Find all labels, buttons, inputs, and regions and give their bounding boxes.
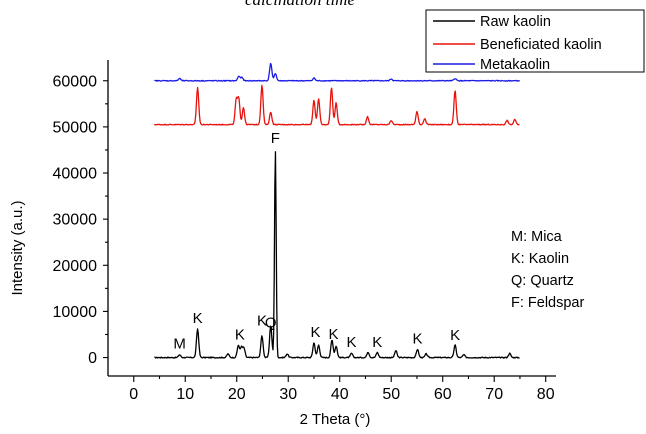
- series-trace-raw-kaolin: [154, 151, 520, 359]
- peak-label-k: K: [235, 327, 245, 344]
- phase-key: M: Mica K: Kaolin Q: Quartz F: Feldspar: [511, 229, 584, 311]
- y-tick-label: 60000: [53, 73, 98, 90]
- peak-label-k: K: [193, 310, 203, 327]
- key-kaolin: K: Kaolin: [511, 251, 569, 267]
- peak-label-q: Q: [265, 315, 277, 332]
- x-tick-label: 0: [129, 386, 138, 403]
- peak-label-k: K: [311, 324, 321, 341]
- legend-label-beneficiated-kaolin: Beneficiated kaolin: [480, 37, 602, 53]
- x-tick-label: 20: [228, 386, 246, 403]
- peak-label-m: M: [173, 335, 186, 352]
- x-tick-label: 30: [279, 386, 297, 403]
- y-axis-title: Intensity (a.u.): [9, 200, 26, 295]
- y-tick-label: 10000: [53, 304, 98, 321]
- peak-label-k: K: [347, 334, 357, 351]
- legend: Raw kaolin Beneficiated kaolin Metakaoli…: [425, 9, 645, 73]
- traces: [153, 62, 521, 359]
- x-tick-label: 10: [176, 386, 194, 403]
- x-tick-label: 50: [382, 386, 400, 403]
- x-tick-label: 60: [434, 386, 452, 403]
- key-mica: M: Mica: [511, 229, 563, 245]
- y-axis-title-group: Intensity (a.u.): [9, 200, 26, 295]
- x-axis-title: 2 Theta (°): [300, 411, 371, 428]
- peak-label-k: K: [257, 312, 267, 329]
- peak-label-k: K: [412, 331, 422, 348]
- key-feldspar: F: Feldspar: [511, 295, 584, 311]
- y-tick-label: 0: [88, 350, 97, 367]
- peak-label-k: K: [372, 334, 382, 351]
- peak-label-k: K: [329, 326, 339, 343]
- key-quartz: Q: Quartz: [511, 273, 574, 289]
- y-tick-label: 20000: [53, 258, 98, 275]
- legend-label-metakaolin: Metakaolin: [480, 57, 550, 73]
- series-trace-beneficiated-kaolin: [153, 84, 520, 126]
- x-tick-label: 70: [485, 386, 503, 403]
- axes: 0 10000 20000 30000 40000 50000 60000 0 10 20 30 40…: [53, 60, 556, 403]
- legend-label-raw-kaolin: Raw kaolin: [480, 14, 551, 30]
- y-tick-label: 30000: [53, 212, 98, 229]
- y-tick-label: 40000: [53, 166, 98, 183]
- series-trace-metakaolin: [154, 62, 521, 82]
- x-tick-label: 40: [331, 386, 349, 403]
- x-tick-label: 80: [537, 386, 555, 403]
- top-caption: calcination time: [245, 0, 355, 9]
- y-tick-label: 50000: [53, 119, 98, 136]
- peak-label-f: F: [271, 130, 280, 147]
- peak-label-k: K: [450, 327, 460, 344]
